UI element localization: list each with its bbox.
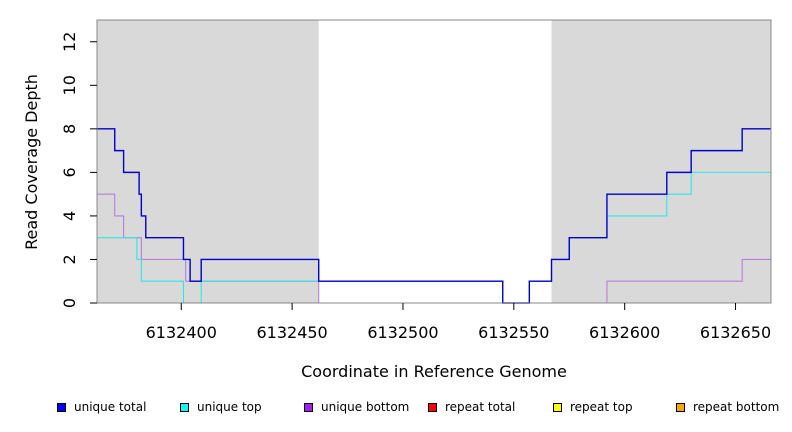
legend-item: unique total <box>57 400 146 414</box>
legend-item: repeat top <box>553 400 633 414</box>
x-tick-label: 6132450 <box>256 323 327 342</box>
shaded-regions <box>97 20 771 303</box>
legend-item: repeat bottom <box>676 400 779 414</box>
y-tick-label: 10 <box>60 75 79 95</box>
plot-frame <box>96 19 772 304</box>
y-tick-label: 2 <box>60 254 79 264</box>
x-tick-label: 6132600 <box>589 323 660 342</box>
legend-label: repeat total <box>445 400 516 414</box>
legend-swatch <box>304 402 313 412</box>
x-tick-label: 6132500 <box>367 323 438 342</box>
shaded-region-1 <box>551 20 771 303</box>
legend-swatch <box>180 402 189 412</box>
legend-item: unique bottom <box>304 400 409 414</box>
y-axis-title: Read Coverage Depth <box>22 74 41 250</box>
legend-label: unique bottom <box>321 400 410 414</box>
legend-swatch <box>57 402 66 412</box>
x-tick-label: 6132650 <box>700 323 771 342</box>
legend: unique total unique top unique bottom repea… <box>0 400 792 420</box>
axes: 6132400 6132450 6132500 6132550 6132600 61326… <box>60 32 771 342</box>
legend-item: repeat total <box>428 400 515 414</box>
series-line-unique-total <box>97 128 771 304</box>
y-tick-label: 4 <box>60 211 79 221</box>
x-tick-label: 6132550 <box>478 323 549 342</box>
legend-swatch <box>676 402 685 412</box>
y-tick-label: 8 <box>60 124 79 134</box>
legend-swatch <box>428 402 437 412</box>
y-tick-label: 12 <box>60 32 79 52</box>
legend-swatch <box>553 402 562 412</box>
legend-label: unique top <box>197 400 262 414</box>
x-tick-label: 6132400 <box>146 323 217 342</box>
legend-label: repeat top <box>570 400 633 414</box>
legend-label: repeat bottom <box>693 400 780 414</box>
series-line-unique-bottom <box>97 193 771 304</box>
legend-item: unique top <box>180 400 262 414</box>
x-axis-title: Coordinate in Reference Genome <box>301 362 567 381</box>
legend-label: unique total <box>74 400 147 414</box>
coverage-chart: 6132400 6132450 6132500 6132550 6132600 61326… <box>22 19 772 381</box>
y-tick-label: 0 <box>60 298 79 308</box>
shaded-region-0 <box>97 20 319 303</box>
y-tick-label: 6 <box>60 167 79 177</box>
